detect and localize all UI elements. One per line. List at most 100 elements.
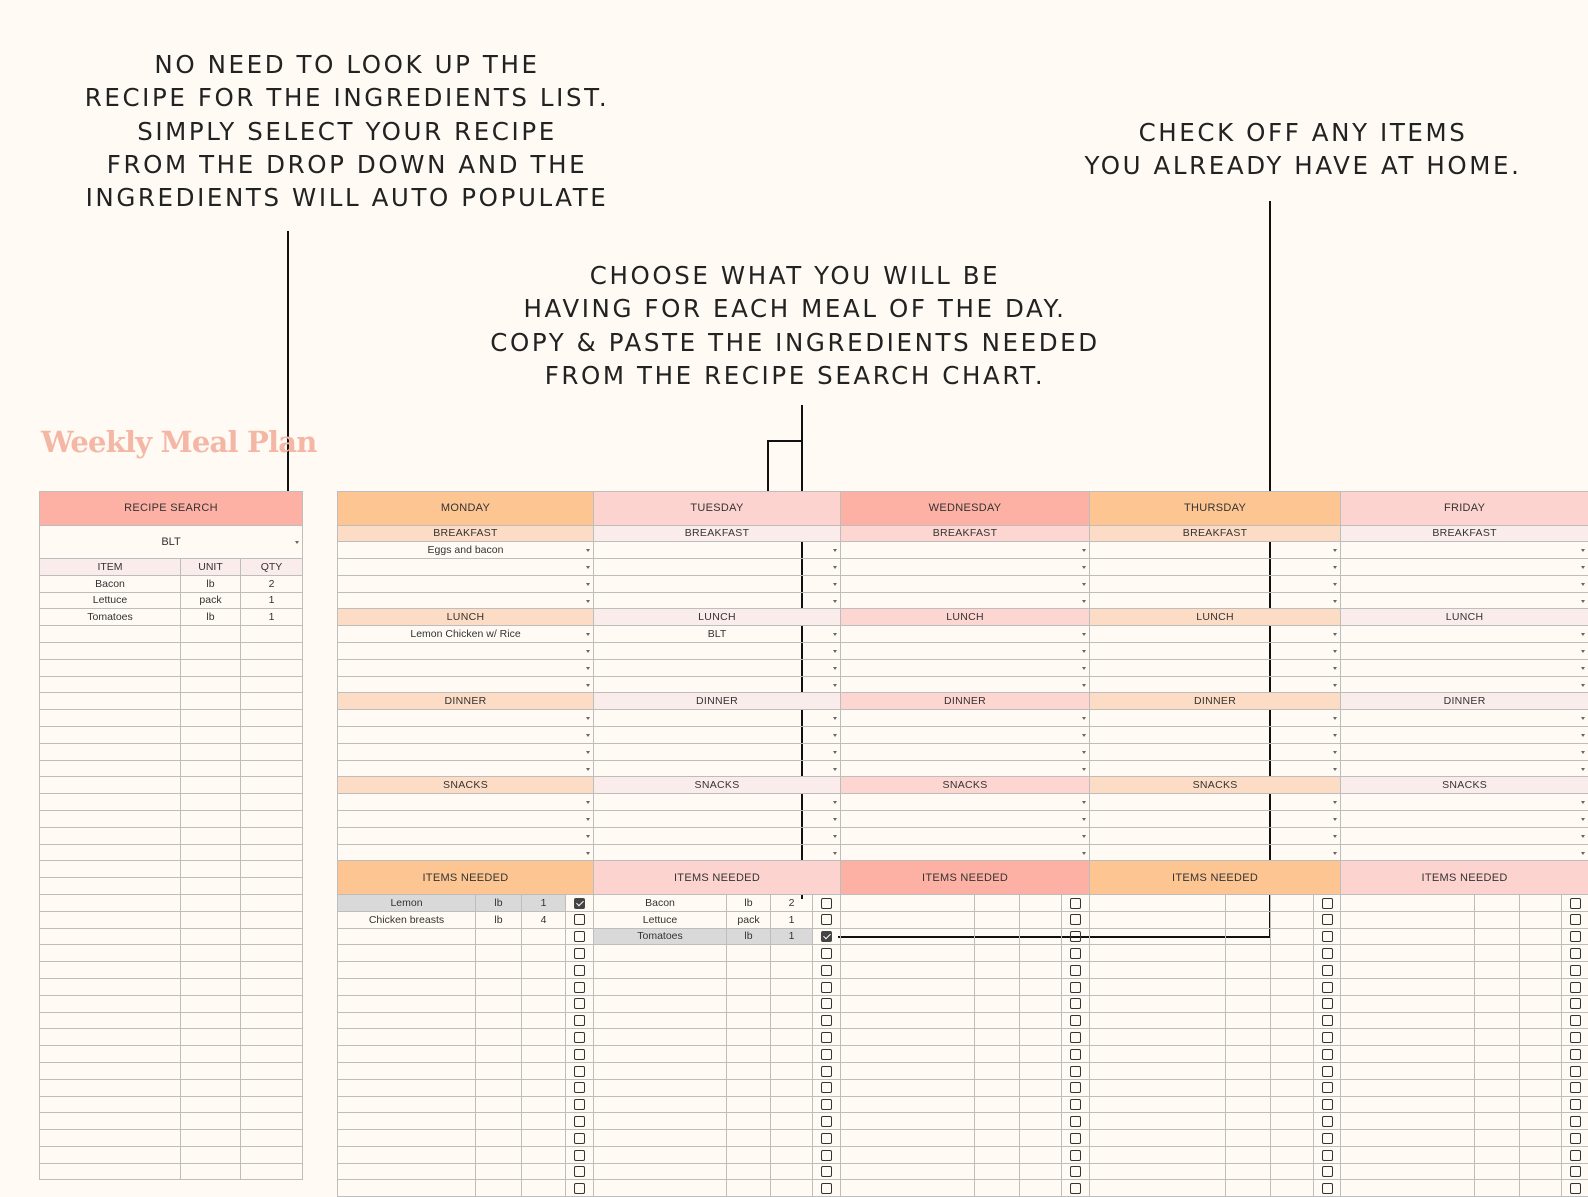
checkbox-icon[interactable] xyxy=(574,1032,585,1043)
item-unit-cell[interactable] xyxy=(1226,1163,1271,1180)
recipe-cell[interactable] xyxy=(181,626,241,643)
item-qty-cell[interactable] xyxy=(1271,1079,1314,1096)
meal-select[interactable] xyxy=(338,643,594,660)
item-unit-cell[interactable] xyxy=(476,1062,522,1079)
meal-select[interactable] xyxy=(338,811,594,828)
item-unit-cell[interactable] xyxy=(1475,995,1520,1012)
recipe-cell[interactable] xyxy=(241,827,303,844)
recipe-cell[interactable] xyxy=(181,794,241,811)
meal-select[interactable] xyxy=(1090,659,1341,676)
item-qty-cell[interactable] xyxy=(1271,962,1314,979)
item-unit-cell[interactable] xyxy=(1226,995,1271,1012)
recipe-cell[interactable]: 1 xyxy=(241,609,303,626)
meal-select[interactable] xyxy=(338,559,594,576)
item-name-cell[interactable] xyxy=(1090,894,1226,911)
recipe-cell[interactable] xyxy=(181,659,241,676)
checkbox-icon[interactable] xyxy=(1070,1049,1081,1060)
recipe-cell[interactable] xyxy=(181,995,241,1012)
item-unit-cell[interactable] xyxy=(476,962,522,979)
checkbox-icon[interactable] xyxy=(1322,1032,1333,1043)
item-qty-cell[interactable] xyxy=(1520,1130,1562,1147)
item-unit-cell[interactable] xyxy=(975,962,1020,979)
meal-select[interactable] xyxy=(594,743,841,760)
meal-select[interactable] xyxy=(1341,542,1588,559)
item-qty-cell[interactable] xyxy=(1271,1096,1314,1113)
meal-select[interactable] xyxy=(594,827,841,844)
item-name-cell[interactable] xyxy=(338,1046,476,1063)
recipe-cell[interactable] xyxy=(181,1079,241,1096)
item-name-cell[interactable] xyxy=(841,995,975,1012)
checkbox-icon[interactable] xyxy=(821,1166,832,1177)
item-qty-cell[interactable] xyxy=(1271,995,1314,1012)
recipe-cell[interactable] xyxy=(181,1113,241,1130)
recipe-cell[interactable] xyxy=(181,1163,241,1180)
item-unit-cell[interactable] xyxy=(727,995,771,1012)
checkbox-icon[interactable] xyxy=(1070,948,1081,959)
item-name-cell[interactable] xyxy=(841,1012,975,1029)
item-qty-cell[interactable] xyxy=(522,1096,566,1113)
recipe-cell[interactable] xyxy=(181,693,241,710)
recipe-cell[interactable] xyxy=(40,1096,181,1113)
item-unit-cell[interactable] xyxy=(1475,962,1520,979)
meal-select[interactable] xyxy=(594,727,841,744)
recipe-cell[interactable] xyxy=(241,911,303,928)
checkbox-icon[interactable] xyxy=(1322,1099,1333,1110)
item-unit-cell[interactable] xyxy=(476,945,522,962)
item-name-cell[interactable] xyxy=(841,962,975,979)
item-qty-cell[interactable] xyxy=(1520,978,1562,995)
item-qty-cell[interactable] xyxy=(771,1113,813,1130)
item-qty-cell[interactable] xyxy=(771,1146,813,1163)
recipe-cell[interactable] xyxy=(241,676,303,693)
meal-select[interactable] xyxy=(1090,643,1341,660)
recipe-cell[interactable] xyxy=(40,1079,181,1096)
recipe-cell[interactable] xyxy=(40,1012,181,1029)
checkbox-icon[interactable] xyxy=(1570,1066,1581,1077)
item-unit-cell[interactable] xyxy=(476,1146,522,1163)
recipe-cell[interactable] xyxy=(181,777,241,794)
item-unit-cell[interactable]: pack xyxy=(727,911,771,928)
checkbox-icon[interactable] xyxy=(1070,1032,1081,1043)
meal-select[interactable] xyxy=(594,643,841,660)
recipe-cell[interactable] xyxy=(241,1012,303,1029)
checkbox-icon[interactable] xyxy=(1322,1066,1333,1077)
checkbox-icon[interactable] xyxy=(821,998,832,1009)
checkbox-icon[interactable] xyxy=(574,914,585,925)
recipe-cell[interactable] xyxy=(241,1096,303,1113)
item-qty-cell[interactable] xyxy=(771,1062,813,1079)
checkbox-icon[interactable] xyxy=(821,898,832,909)
item-unit-cell[interactable] xyxy=(975,1180,1020,1197)
recipe-cell[interactable] xyxy=(181,1012,241,1029)
item-unit-cell[interactable]: lb xyxy=(727,894,771,911)
item-name-cell[interactable] xyxy=(1090,1029,1226,1046)
meal-select[interactable] xyxy=(841,676,1090,693)
recipe-cell[interactable] xyxy=(40,710,181,727)
item-name-cell[interactable] xyxy=(594,1062,727,1079)
recipe-cell[interactable] xyxy=(40,861,181,878)
item-qty-cell[interactable] xyxy=(1520,894,1562,911)
recipe-cell[interactable] xyxy=(40,626,181,643)
item-qty-cell[interactable] xyxy=(1020,995,1062,1012)
item-qty-cell[interactable] xyxy=(1020,928,1062,945)
meal-select[interactable] xyxy=(1341,743,1588,760)
item-name-cell[interactable] xyxy=(1341,1180,1475,1197)
meal-select[interactable] xyxy=(841,559,1090,576)
recipe-cell[interactable] xyxy=(241,861,303,878)
item-qty-cell[interactable] xyxy=(1271,1163,1314,1180)
item-unit-cell[interactable] xyxy=(727,1029,771,1046)
item-qty-cell[interactable] xyxy=(522,1029,566,1046)
checkbox-icon[interactable] xyxy=(1070,998,1081,1009)
item-unit-cell[interactable] xyxy=(727,962,771,979)
checkbox-icon[interactable] xyxy=(574,1015,585,1026)
item-unit-cell[interactable] xyxy=(1475,1062,1520,1079)
item-unit-cell[interactable] xyxy=(1226,1130,1271,1147)
item-qty-cell[interactable] xyxy=(1020,1180,1062,1197)
item-qty-cell[interactable] xyxy=(771,962,813,979)
recipe-cell[interactable] xyxy=(181,1062,241,1079)
recipe-cell[interactable] xyxy=(40,642,181,659)
item-qty-cell[interactable] xyxy=(1271,894,1314,911)
item-name-cell[interactable] xyxy=(594,1146,727,1163)
item-qty-cell[interactable]: 1 xyxy=(771,928,813,945)
item-name-cell[interactable] xyxy=(1341,1130,1475,1147)
item-unit-cell[interactable] xyxy=(975,894,1020,911)
item-name-cell[interactable] xyxy=(1341,1113,1475,1130)
